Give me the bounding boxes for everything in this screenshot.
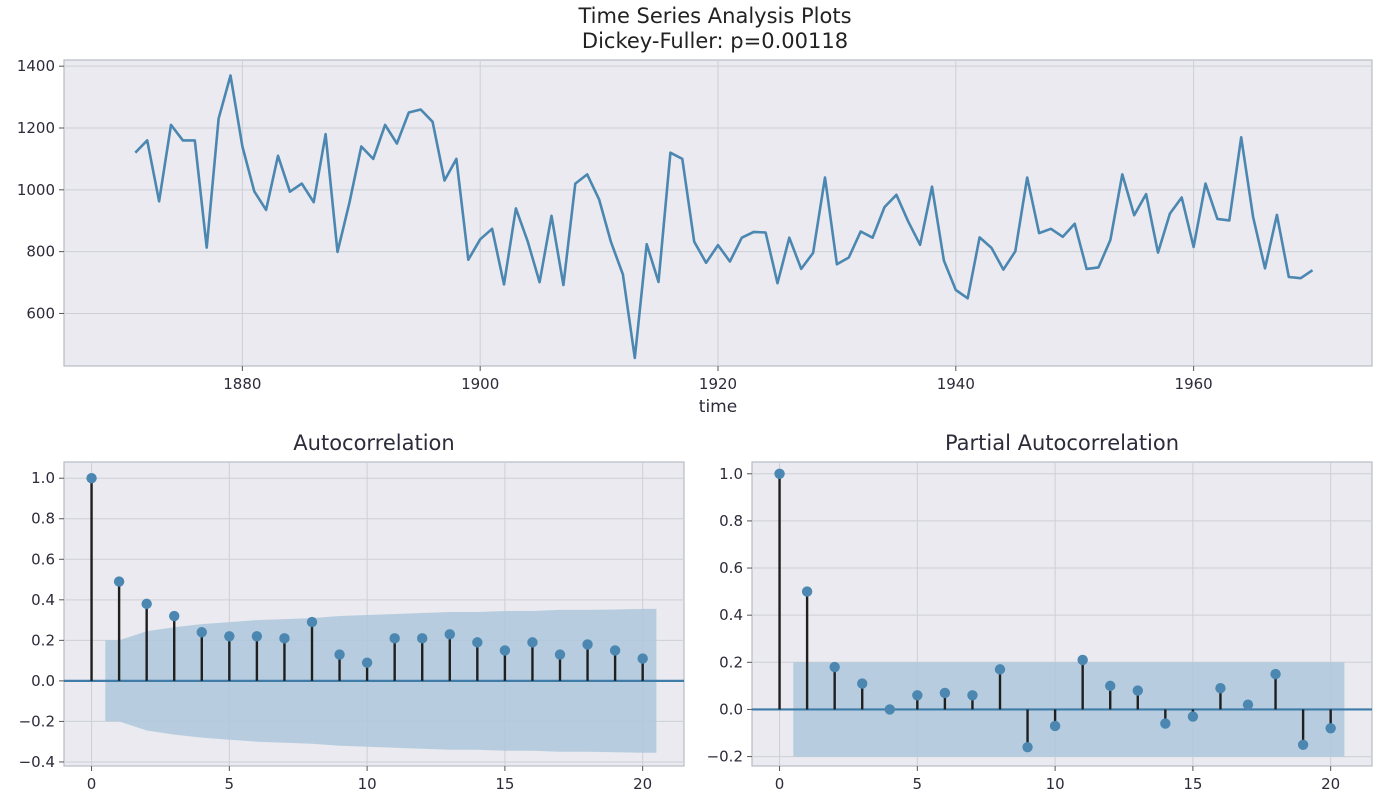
y-tick-label: 0.2	[719, 653, 743, 671]
y-tick-label: 0.2	[31, 631, 55, 649]
marker-lag-13	[1132, 685, 1143, 696]
marker-lag-18	[582, 639, 593, 650]
y-tick-label: 0.6	[31, 550, 55, 568]
marker-lag-5	[224, 631, 235, 642]
x-tick-label: 20	[633, 775, 652, 793]
y-tick-label: 0.4	[719, 606, 743, 624]
marker-lag-16	[527, 637, 538, 648]
x-tick-label: 10	[1046, 775, 1065, 793]
marker-lag-11	[389, 633, 400, 644]
marker-lag-4	[196, 627, 207, 638]
x-tick-label: 1960	[1175, 375, 1213, 393]
x-tick-label: 15	[495, 775, 514, 793]
marker-lag-0	[774, 468, 785, 479]
y-tick-label: 0.4	[31, 591, 55, 609]
acf-title: Autocorrelation	[293, 431, 454, 455]
x-tick-label: 1940	[937, 375, 975, 393]
marker-lag-2	[141, 598, 152, 610]
marker-lag-9	[334, 649, 345, 660]
marker-lag-15	[1187, 711, 1199, 722]
y-tick-label: 1.0	[719, 465, 743, 483]
series-line	[134, 74, 1314, 360]
x-tick-label: 5	[913, 775, 923, 793]
marker-lag-12	[1105, 680, 1116, 692]
marker-lag-0	[86, 473, 97, 484]
marker-lag-6	[939, 687, 951, 699]
x-tick-label: 1900	[461, 375, 499, 393]
marker-lag-19	[609, 645, 621, 656]
marker-lag-20	[1325, 723, 1336, 734]
figure-subtitle: Dickey-Fuller: p=0.00118	[581, 29, 849, 53]
marker-lag-14	[1160, 718, 1171, 729]
x-axis-label: time	[699, 397, 737, 417]
y-tick-label: 0.8	[31, 510, 55, 528]
marker-lag-16	[1215, 683, 1226, 694]
marker-lag-3	[857, 678, 868, 689]
x-tick-label: 1880	[223, 375, 261, 393]
figure-title: Time Series Analysis Plots	[578, 4, 852, 28]
marker-lag-3	[169, 610, 180, 622]
marker-lag-7	[967, 690, 978, 701]
marker-lag-1	[801, 586, 813, 597]
marker-lag-4	[884, 704, 895, 715]
marker-lag-2	[829, 661, 840, 673]
marker-lag-9	[1022, 741, 1033, 753]
y-tick-label: −0.4	[19, 753, 55, 771]
y-tick-label: 600	[26, 304, 55, 322]
y-tick-label: 0.0	[719, 700, 743, 718]
autocorrelation-panel: 0 5 10 15 20 −0.4 −0.2 0.0 0.2 0.4 0.6 0.8 1.0 Autoco…	[19, 431, 685, 793]
marker-lag-17	[554, 649, 566, 660]
marker-lag-5	[912, 690, 923, 701]
x-tick-label: 0	[775, 775, 785, 793]
marker-lag-11	[1077, 654, 1088, 666]
x-tick-label: 1920	[699, 375, 737, 393]
y-tick-label: 0.6	[719, 559, 743, 577]
marker-lag-15	[499, 645, 511, 656]
y-tick-label: 1400	[17, 57, 55, 75]
marker-lag-12	[417, 633, 428, 644]
x-tick-label: 0	[87, 775, 97, 793]
marker-lag-1	[113, 576, 125, 587]
y-tick-label: −0.2	[19, 712, 55, 730]
marker-lag-8	[994, 664, 1006, 675]
y-tick-label: 1200	[17, 119, 55, 137]
figure-title-block: Time Series Analysis Plots Dickey-Fuller…	[0, 4, 1400, 54]
partial-autocorrelation-panel: 0 5 10 15 20 −0.2 0.0 0.2 0.4 0.6 0.8 1.0 Partial Au…	[707, 431, 1373, 793]
y-tick-label: 800	[26, 243, 55, 261]
y-tick-label: 0.0	[31, 672, 55, 690]
marker-lag-17	[1242, 699, 1254, 710]
x-tick-label: 5	[225, 775, 235, 793]
x-tick-label: 10	[358, 775, 377, 793]
x-tick-label: 20	[1321, 775, 1340, 793]
y-tick-label: 0.8	[719, 512, 743, 530]
time-series-panel: 1880 1900 1920 1940 1960 600 800 1000 1200 1400 ti…	[17, 57, 1373, 417]
marker-lag-10	[1049, 720, 1061, 732]
y-tick-label: 1000	[17, 181, 55, 199]
marker-lag-20	[637, 653, 648, 664]
y-tick-label: 1.0	[31, 469, 55, 487]
pacf-title: Partial Autocorrelation	[945, 431, 1179, 455]
y-tick-label: −0.2	[707, 748, 743, 766]
marker-lag-8	[306, 616, 318, 628]
marker-lag-6	[251, 631, 263, 642]
marker-lag-7	[279, 633, 290, 644]
marker-lag-13	[444, 629, 455, 640]
marker-lag-10	[361, 657, 373, 668]
x-tick-label: 15	[1183, 775, 1202, 793]
marker-lag-18	[1270, 668, 1281, 680]
marker-lag-19	[1297, 739, 1309, 750]
marker-lag-14	[472, 637, 483, 648]
